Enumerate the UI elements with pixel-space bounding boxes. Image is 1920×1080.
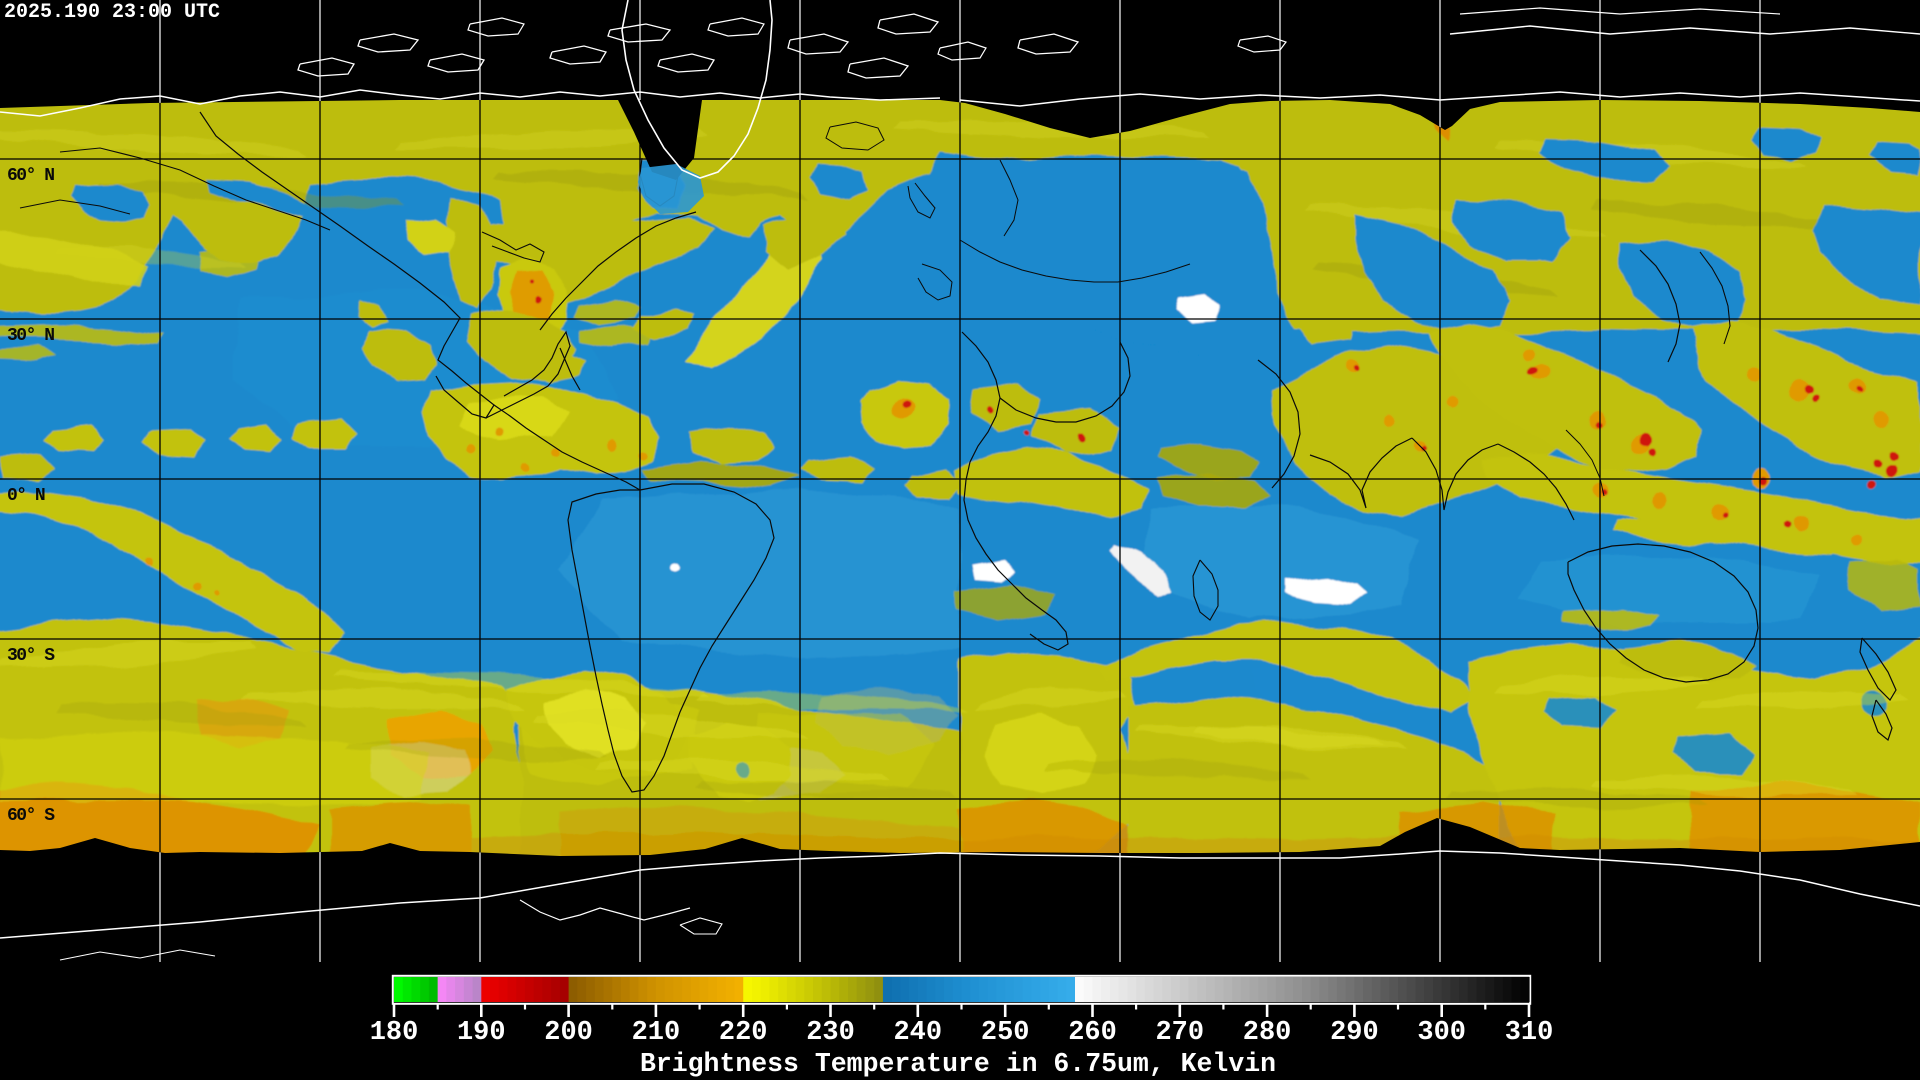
- svg-text:60° N: 60° N: [7, 166, 54, 186]
- svg-text:300: 300: [1417, 1018, 1466, 1048]
- svg-text:60° S: 60° S: [7, 806, 55, 826]
- svg-text:230: 230: [806, 1018, 855, 1048]
- svg-text:260: 260: [1068, 1018, 1117, 1048]
- svg-text:270: 270: [1155, 1018, 1204, 1048]
- svg-text:290: 290: [1330, 1018, 1379, 1048]
- svg-text:0° N: 0° N: [7, 486, 45, 506]
- svg-text:2025.190 23:00 UTC: 2025.190 23:00 UTC: [4, 1, 220, 24]
- svg-text:220: 220: [719, 1018, 768, 1048]
- svg-text:30° N: 30° N: [7, 326, 54, 346]
- svg-text:200: 200: [544, 1018, 593, 1048]
- svg-text:280: 280: [1243, 1018, 1292, 1048]
- svg-text:190: 190: [457, 1018, 506, 1048]
- svg-text:250: 250: [981, 1018, 1030, 1048]
- svg-text:310: 310: [1505, 1018, 1554, 1048]
- svg-text:180: 180: [370, 1018, 419, 1048]
- svg-text:30° S: 30° S: [7, 646, 55, 666]
- svg-text:240: 240: [893, 1018, 942, 1048]
- svg-text:210: 210: [632, 1018, 681, 1048]
- svg-text:Brightness Temperature in 6.75: Brightness Temperature in 6.75um, Kelvin: [640, 1049, 1276, 1079]
